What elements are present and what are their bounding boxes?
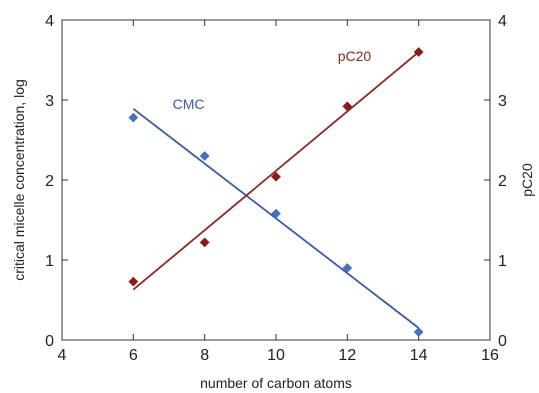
cmc-point	[199, 151, 210, 161]
pc20-fit-line	[132, 51, 420, 291]
y2-tick-label: 1	[498, 253, 507, 270]
cmc-point	[128, 112, 139, 123]
x-tick-label: 8	[200, 347, 209, 364]
x-tick-label: 10	[267, 347, 285, 364]
y2-tick-label: 2	[498, 173, 507, 190]
y-axis-title-right: pC20	[519, 163, 535, 197]
y-tick-label: 3	[45, 93, 54, 110]
y-tick-label: 1	[45, 253, 54, 270]
pc20-point	[342, 101, 353, 112]
cmc-series-label: CMC	[173, 96, 205, 112]
pc20-point	[271, 171, 281, 182]
x-tick-label: 14	[410, 347, 428, 364]
x-axis-title: number of carbon atoms	[200, 375, 352, 391]
x-tick-label: 4	[58, 347, 67, 364]
cmc-point	[413, 327, 424, 337]
data-markers	[128, 47, 424, 337]
x-tick-label: 16	[481, 347, 499, 364]
y2-tick-label: 0	[498, 333, 507, 350]
series-labels: CMC pC20	[173, 48, 372, 112]
pc20-point	[128, 276, 139, 287]
pc20-series-label: pC20	[338, 48, 372, 64]
y-axis-right: 0 1 2 3 4	[484, 13, 507, 350]
y-tick-label: 4	[45, 13, 54, 30]
x-tick-label: 12	[338, 347, 356, 364]
cmc-point	[271, 208, 281, 219]
x-axis: 4 6 8 10 12 14 16	[58, 20, 499, 364]
y2-tick-label: 3	[498, 93, 507, 110]
pc20-point	[199, 237, 210, 248]
y-axis-title-left: critical micelle concentration, log	[11, 79, 27, 281]
pc20-point	[413, 47, 424, 57]
y-tick-label: 0	[45, 333, 54, 350]
fit-lines	[132, 51, 420, 329]
y-axis-left: 0 1 2 3 4	[45, 13, 68, 350]
y2-tick-label: 4	[498, 13, 507, 30]
cmc-point	[342, 263, 353, 273]
x-tick-label: 6	[129, 347, 138, 364]
y-tick-label: 2	[45, 173, 54, 190]
